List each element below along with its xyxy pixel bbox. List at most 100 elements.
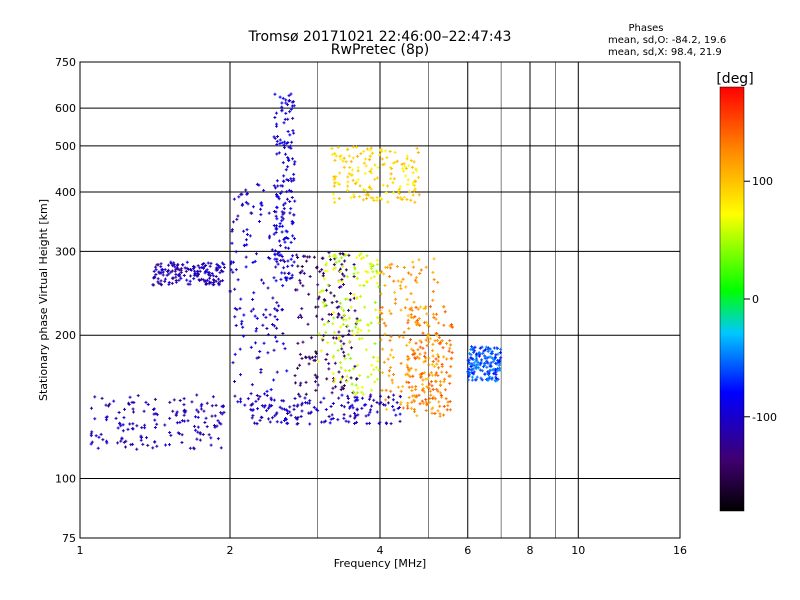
data-point	[288, 110, 292, 114]
data-point	[332, 175, 336, 179]
data-point	[399, 280, 403, 284]
data-point	[351, 406, 355, 410]
data-point	[284, 98, 288, 102]
data-point	[434, 379, 438, 383]
data-point	[364, 414, 368, 418]
data-point	[282, 174, 286, 178]
data-point	[380, 157, 384, 161]
data-point	[424, 356, 428, 360]
data-point	[438, 340, 442, 344]
data-point	[370, 404, 374, 408]
data-point	[475, 375, 479, 379]
data-point	[275, 326, 279, 330]
data-point	[358, 184, 362, 188]
data-point	[123, 407, 127, 411]
data-point	[282, 143, 286, 147]
data-point	[281, 308, 285, 312]
data-point	[286, 259, 290, 263]
data-point	[106, 404, 110, 408]
data-point	[339, 366, 343, 370]
data-point	[285, 230, 289, 234]
data-point	[402, 195, 406, 199]
data-point	[208, 264, 212, 268]
data-point	[364, 348, 368, 352]
data-point	[253, 314, 257, 318]
data-point	[290, 264, 294, 268]
data-point	[298, 278, 302, 282]
data-point	[415, 355, 419, 359]
data-point	[474, 355, 478, 359]
data-point	[262, 281, 266, 285]
data-point	[409, 273, 413, 277]
data-point	[320, 289, 324, 293]
data-point	[365, 280, 369, 284]
data-point	[412, 189, 416, 193]
data-point	[358, 373, 362, 377]
data-point	[348, 414, 352, 418]
data-point	[251, 414, 255, 418]
data-point	[320, 256, 324, 260]
data-point	[284, 168, 288, 172]
data-point	[395, 265, 399, 269]
data-point	[341, 272, 345, 276]
data-point	[481, 351, 485, 355]
data-point	[324, 408, 328, 412]
data-point	[377, 402, 381, 406]
data-point	[280, 230, 284, 234]
data-point	[362, 188, 366, 192]
data-point	[350, 168, 354, 172]
data-point	[218, 421, 222, 425]
data-point	[358, 195, 362, 199]
data-point	[375, 377, 379, 381]
data-point	[304, 401, 308, 405]
data-point	[442, 380, 446, 384]
data-point	[346, 396, 350, 400]
data-point	[333, 377, 337, 381]
data-point	[391, 404, 395, 408]
data-point	[381, 403, 385, 407]
data-point	[418, 339, 422, 343]
data-point	[410, 308, 414, 312]
data-point	[490, 350, 494, 354]
data-point	[433, 411, 437, 415]
data-point	[332, 310, 336, 314]
data-point	[167, 443, 171, 447]
data-point	[363, 305, 367, 309]
data-point	[320, 268, 324, 272]
data-point	[229, 260, 233, 264]
data-point	[324, 303, 328, 307]
data-point	[443, 310, 447, 314]
data-point	[438, 383, 442, 387]
data-point	[442, 305, 446, 309]
data-point	[188, 446, 192, 450]
data-point	[249, 211, 253, 215]
data-point	[291, 100, 295, 104]
data-point	[196, 430, 200, 434]
data-point	[369, 408, 373, 412]
data-point	[324, 330, 328, 334]
data-point	[257, 219, 261, 223]
data-point	[273, 414, 277, 418]
data-point	[344, 318, 348, 322]
data-point	[263, 404, 267, 408]
data-point	[312, 358, 316, 362]
data-point	[288, 98, 292, 102]
data-point	[212, 278, 216, 282]
data-point	[283, 240, 287, 244]
data-point	[339, 388, 343, 392]
data-point	[222, 410, 226, 414]
data-point	[275, 142, 279, 146]
data-point	[428, 305, 432, 309]
data-point	[192, 447, 196, 451]
data-point	[170, 269, 174, 273]
data-point	[358, 337, 362, 341]
data-point	[217, 277, 221, 281]
data-point	[337, 182, 341, 186]
data-point	[278, 225, 282, 229]
data-point	[341, 322, 345, 326]
data-point	[392, 373, 396, 377]
data-point	[314, 351, 318, 355]
data-point	[409, 158, 413, 162]
data-point	[489, 361, 493, 365]
data-point	[219, 446, 223, 450]
